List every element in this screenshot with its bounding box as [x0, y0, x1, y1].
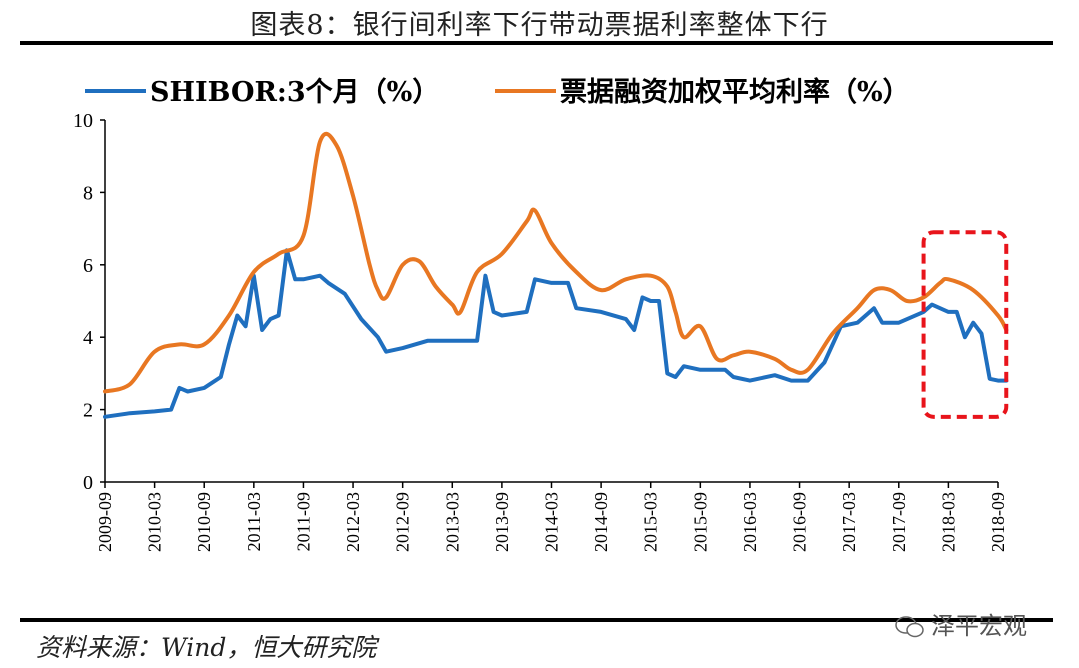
bottom-rule: [20, 618, 1053, 622]
x-tick-label: 2011-03: [244, 492, 264, 551]
x-tick-label: 2016-03: [740, 492, 760, 552]
series-lines: [103, 131, 1009, 419]
y-tick-label: 4: [83, 327, 93, 349]
x-tick-label: 2011-09: [293, 492, 313, 551]
highlight-box: [921, 230, 1009, 419]
shibor-3m-line: [103, 248, 1009, 419]
x-tick-label: 2010-09: [194, 492, 214, 552]
x-tick-label: 2017-03: [839, 492, 859, 552]
legend-label-bill-rate: 票据融资加权平均利率（%）: [560, 76, 910, 108]
y-tick-label: 2: [83, 400, 93, 422]
axes: 0 2 4 6 8 10 2009-09 2010-03 2010-09 2011-03 2011-…: [73, 110, 1008, 552]
source-note: 资料来源：Wind，恒大研究院: [36, 633, 377, 662]
x-tick-label: 2018-03: [938, 492, 958, 552]
top-rule: [20, 41, 1053, 45]
x-tick-label: 2010-03: [145, 492, 165, 552]
x-tick-label: 2015-03: [641, 492, 661, 552]
watermark-text: 泽平宏观: [931, 612, 1027, 640]
x-tick-label: 2017-09: [889, 492, 909, 552]
x-tick-label: 2013-03: [442, 492, 462, 552]
chat-icon: [895, 616, 924, 638]
y-tick-label: 10: [73, 110, 93, 132]
y-tick-label: 0: [83, 472, 93, 494]
x-tick-label: 2015-09: [690, 492, 710, 552]
y-tick-label: 8: [83, 182, 93, 204]
x-tick-label: 2016-09: [790, 492, 810, 552]
x-tick-label: 2014-03: [542, 492, 562, 552]
legend-label-shibor: SHIBOR:3个月（%）: [150, 77, 439, 108]
annotations: [921, 230, 1009, 419]
x-tick-label: 2018-09: [988, 492, 1008, 552]
x-tick-label: 2014-09: [591, 492, 611, 552]
x-tick-label: 2012-03: [343, 492, 363, 552]
legend: SHIBOR:3个月（%） 票据融资加权平均利率（%）: [85, 76, 910, 108]
x-tick-label: 2009-09: [95, 492, 115, 552]
x-tick-label: 2012-09: [393, 492, 413, 552]
bill-financing-rate-line: [103, 131, 1009, 394]
x-tick-label: 2013-09: [492, 492, 512, 552]
watermark: 泽平宏观: [895, 606, 1027, 641]
y-tick-label: 6: [83, 255, 93, 277]
chart-title: 图表8：银行间利率下行带动票据利率整体下行: [250, 10, 829, 41]
